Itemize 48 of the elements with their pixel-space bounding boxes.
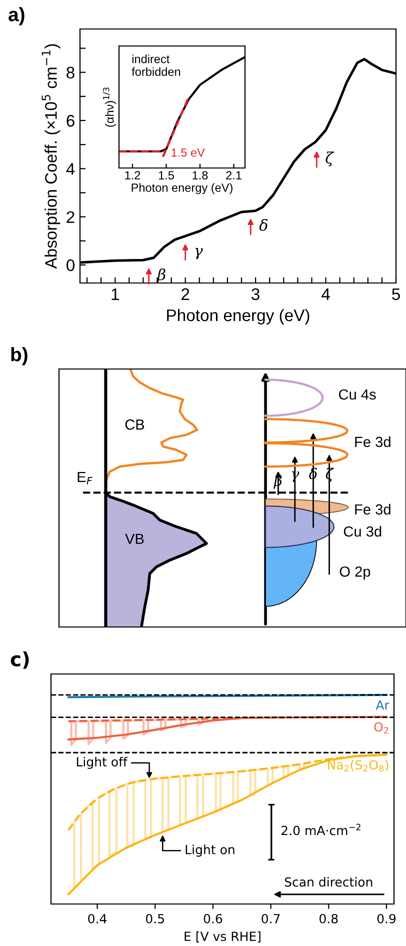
x-tick-label: 3 <box>252 288 260 300</box>
text: Cu 3d <box>344 526 382 537</box>
series-label: Ar <box>376 700 390 710</box>
y-axis-title: Absorption Coeff. (×10$^{5}$ cm$^{−1}$) <box>42 44 60 269</box>
annotation: γ <box>195 248 203 260</box>
x-tick-label: 4 <box>322 288 330 300</box>
text: Fe 3d <box>355 436 390 448</box>
annotation: Light off <box>76 756 128 769</box>
y-tick-label: 8 <box>66 66 74 79</box>
x-tick-label: 0.8 <box>320 914 338 924</box>
x-tick-label: 5 <box>392 288 400 300</box>
chart-title: a) <box>8 7 24 26</box>
x-axis-title: E [V vs RHE] <box>184 931 260 943</box>
annotation: ζ <box>326 152 334 166</box>
x-tick-label: 0.6 <box>204 914 222 924</box>
text: b) <box>11 347 28 366</box>
text: VB <box>125 534 144 544</box>
annotation: β <box>156 268 166 284</box>
x-tick-label: 1.5 <box>158 171 174 180</box>
x-tick-label: 1.8 <box>192 171 208 180</box>
x-tick-label: 1.2 <box>125 171 140 180</box>
y-tick-label: 2 <box>66 211 74 223</box>
x-tick-label: 2.1 <box>226 171 242 180</box>
annotation: δ <box>259 218 268 231</box>
x-tick-label: 0.9 <box>377 914 396 924</box>
annotation: Light on <box>186 844 234 857</box>
x-axis-title: Photon energy (eV) <box>167 308 310 324</box>
annotation: Scan direction <box>284 877 372 887</box>
annotation: 1.5 eV <box>172 148 205 157</box>
text: E$_{F}$ <box>78 472 92 484</box>
annotation: indirect forbidden <box>132 54 180 76</box>
x-tick-label: 1 <box>112 288 119 300</box>
x-tick-label: 0.4 <box>88 914 107 924</box>
x-tick-label: 0.7 <box>262 914 280 924</box>
x-axis-title: Photon energy (eV) <box>132 183 232 194</box>
text: O 2p <box>340 566 370 580</box>
y-tick-label: 0 <box>66 259 74 272</box>
series-label: Na$_{2}$(S$_{2}$O$_{8}$) <box>328 760 388 772</box>
series-label: O$_{2}$ <box>374 722 388 734</box>
y-tick-label: 6 <box>66 114 74 127</box>
text: Cu 4s <box>338 389 376 400</box>
text: Fe 3d <box>355 504 390 515</box>
y-axis-title: (αhν)$^{1/3}$ <box>103 88 116 127</box>
x-tick-label: 2 <box>182 288 190 300</box>
annotation: 2.0 mA·cm$^{−2}$ <box>282 824 360 836</box>
text: CB <box>125 419 144 430</box>
x-tick-label: 0.5 <box>146 914 164 924</box>
chart-title: c) <box>10 651 29 669</box>
